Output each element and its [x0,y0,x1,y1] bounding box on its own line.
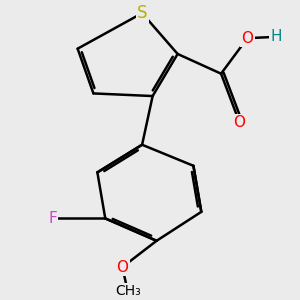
Text: H: H [271,29,282,44]
Text: S: S [137,4,147,22]
Text: F: F [48,211,57,226]
Text: CH₃: CH₃ [115,284,140,298]
Text: O: O [233,115,245,130]
Text: O: O [242,31,254,46]
Text: O: O [116,260,128,274]
